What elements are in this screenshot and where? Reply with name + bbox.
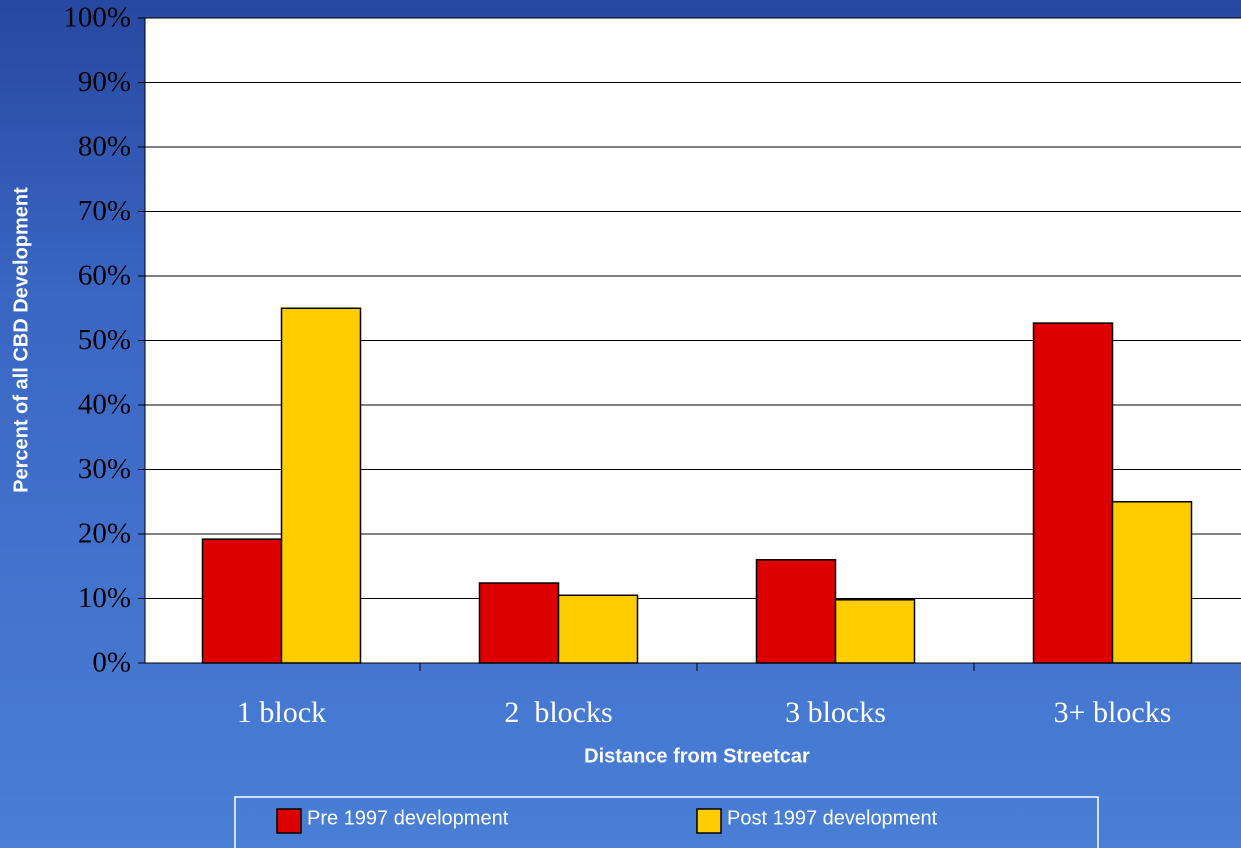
y-tick-label: 70% (78, 195, 131, 227)
bar (478, 582, 560, 664)
x-tick-label: 3+ blocks (1054, 696, 1172, 729)
y-tick-label: 40% (78, 389, 131, 421)
bar (1111, 501, 1193, 664)
bar (1032, 322, 1114, 664)
x-axis-label: Distance from Streetcar (584, 745, 810, 767)
x-tick-label: 1 block (237, 696, 326, 729)
legend-label: Post 1997 development (727, 807, 938, 829)
x-tick-label: 3 blocks (785, 696, 886, 729)
bar (280, 307, 362, 664)
y-tick-label: 0% (92, 647, 131, 679)
bar (557, 594, 639, 664)
y-tick-label: 10% (78, 582, 131, 614)
y-tick-label: 100% (63, 2, 131, 34)
legend-swatch (696, 808, 722, 834)
legend-swatch (276, 808, 302, 834)
bar (201, 538, 283, 664)
y-tick-label: 20% (78, 518, 131, 550)
y-tick-label: 90% (78, 66, 131, 98)
y-tick-label: 60% (78, 260, 131, 292)
y-tick-label: 30% (78, 453, 131, 485)
bar (834, 599, 916, 664)
y-tick-label: 50% (78, 324, 131, 356)
y-axis-label: Percent of all CBD Development (10, 187, 32, 493)
legend-box (234, 796, 1099, 848)
bar (755, 559, 837, 664)
x-tick-label: 2 blocks (504, 696, 612, 729)
y-tick-label: 80% (78, 131, 131, 163)
legend-label: Pre 1997 development (307, 807, 509, 829)
